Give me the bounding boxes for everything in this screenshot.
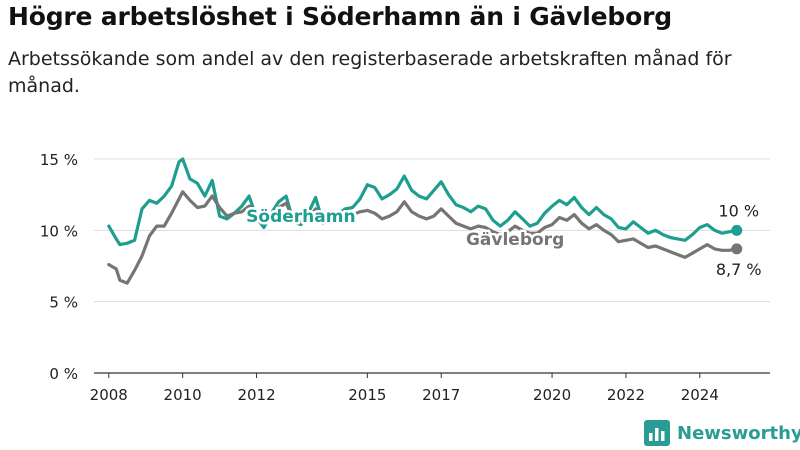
bar-chart-logo-icon bbox=[644, 420, 670, 446]
end-value-label-gavleborg: 8,7 % bbox=[716, 260, 762, 279]
x-tick-label: 2010 bbox=[164, 386, 202, 404]
series-label-gavleborg: Gävleborg bbox=[466, 230, 564, 250]
chart-title: Högre arbetslöshet i Söderhamn än i Gävl… bbox=[8, 2, 672, 31]
series-line-1 bbox=[107, 190, 739, 285]
end-value-label-soderhamn: 10 % bbox=[718, 201, 759, 220]
x-tick-label: 2008 bbox=[90, 386, 128, 404]
series-lines bbox=[107, 157, 743, 285]
x-tick-label: 2017 bbox=[422, 386, 460, 404]
series-line-0 bbox=[107, 157, 739, 247]
series-end-dot-0 bbox=[731, 224, 743, 236]
chart-subtitle: Arbetssökande som andel av den registerb… bbox=[8, 48, 732, 97]
series-label-soderhamn: Söderhamn bbox=[246, 207, 355, 227]
x-tick-label: 2024 bbox=[681, 386, 719, 404]
y-tick-label: 10 % bbox=[40, 222, 78, 240]
y-axis-ticks: 0 % 5 % 10 % 15 % bbox=[40, 151, 78, 383]
x-tick-label: 2020 bbox=[533, 386, 571, 404]
x-tick-label: 2012 bbox=[237, 386, 275, 404]
y-tick-label: 5 % bbox=[49, 294, 78, 312]
series-end-dot-1 bbox=[731, 243, 743, 255]
x-axis: 2008 2010 2012 2015 2017 2020 2022 2024 bbox=[90, 372, 770, 404]
brand-name: Newsworthy bbox=[677, 422, 800, 444]
y-tick-label: 15 % bbox=[40, 151, 78, 169]
series-labels: 10 % 8,7 % Söderhamn Gävleborg bbox=[244, 201, 762, 279]
x-tick-label: 2022 bbox=[607, 386, 645, 404]
y-tick-label: 0 % bbox=[49, 365, 78, 383]
x-tick-label: 2015 bbox=[348, 386, 386, 404]
brand-logo: Newsworthy bbox=[644, 420, 800, 446]
